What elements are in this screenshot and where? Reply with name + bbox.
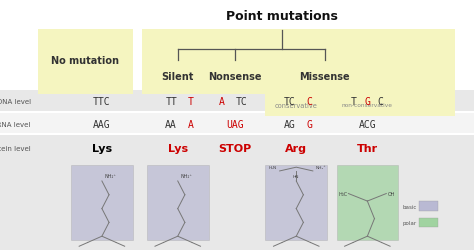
Bar	[265, 165, 327, 240]
Text: Silent: Silent	[162, 72, 194, 82]
Text: TTC: TTC	[93, 96, 111, 106]
Bar	[71, 165, 133, 240]
Text: H₃C: H₃C	[338, 191, 347, 196]
Bar	[38, 30, 133, 95]
Text: Arg: Arg	[285, 144, 307, 154]
Text: NH₂⁺: NH₂⁺	[180, 174, 192, 179]
Bar	[265, 65, 455, 95]
Bar	[0, 113, 474, 134]
Bar	[142, 65, 308, 95]
Bar	[142, 30, 455, 65]
Text: DNA level: DNA level	[0, 98, 31, 104]
Bar	[337, 165, 398, 240]
Text: TC: TC	[284, 96, 295, 106]
Text: G: G	[365, 96, 370, 106]
Text: T: T	[351, 96, 357, 106]
Text: non-conservative: non-conservative	[342, 103, 393, 108]
Text: T: T	[188, 96, 194, 106]
Bar	[0, 91, 474, 111]
Text: C: C	[378, 96, 383, 106]
Text: Point mutations: Point mutations	[226, 10, 338, 23]
Text: mRNA level: mRNA level	[0, 122, 31, 128]
Text: NH₂⁺: NH₂⁺	[315, 166, 326, 170]
Text: OH: OH	[387, 191, 395, 196]
Text: TT: TT	[165, 96, 177, 106]
Text: H₂N: H₂N	[269, 166, 277, 170]
Text: polar: polar	[403, 220, 417, 225]
Text: Thr: Thr	[357, 144, 378, 154]
Bar	[419, 218, 438, 228]
Text: Nonsense: Nonsense	[208, 72, 261, 82]
Text: AA: AA	[165, 120, 177, 130]
Text: A: A	[188, 120, 194, 130]
Text: basic: basic	[403, 204, 417, 209]
Bar	[419, 202, 438, 211]
Bar	[265, 95, 455, 116]
Bar	[0, 136, 474, 156]
Text: STOP: STOP	[218, 144, 251, 154]
Text: ACG: ACG	[358, 120, 376, 130]
Text: TC: TC	[236, 96, 247, 106]
Text: conservative: conservative	[275, 102, 318, 108]
Text: AG: AG	[284, 120, 295, 130]
Text: UAG: UAG	[226, 120, 244, 130]
Text: HN: HN	[293, 174, 300, 178]
Text: No mutation: No mutation	[51, 56, 119, 66]
Text: Lys: Lys	[168, 144, 188, 154]
Text: G: G	[307, 120, 312, 130]
Text: protein level: protein level	[0, 146, 31, 152]
Bar	[0, 156, 474, 250]
Text: C: C	[307, 96, 312, 106]
Text: NH₂⁺: NH₂⁺	[104, 174, 116, 179]
Text: Lys: Lys	[92, 144, 112, 154]
Text: AAG: AAG	[93, 120, 111, 130]
Text: A: A	[219, 96, 224, 106]
Bar	[147, 165, 209, 240]
Text: Missense: Missense	[300, 72, 350, 82]
